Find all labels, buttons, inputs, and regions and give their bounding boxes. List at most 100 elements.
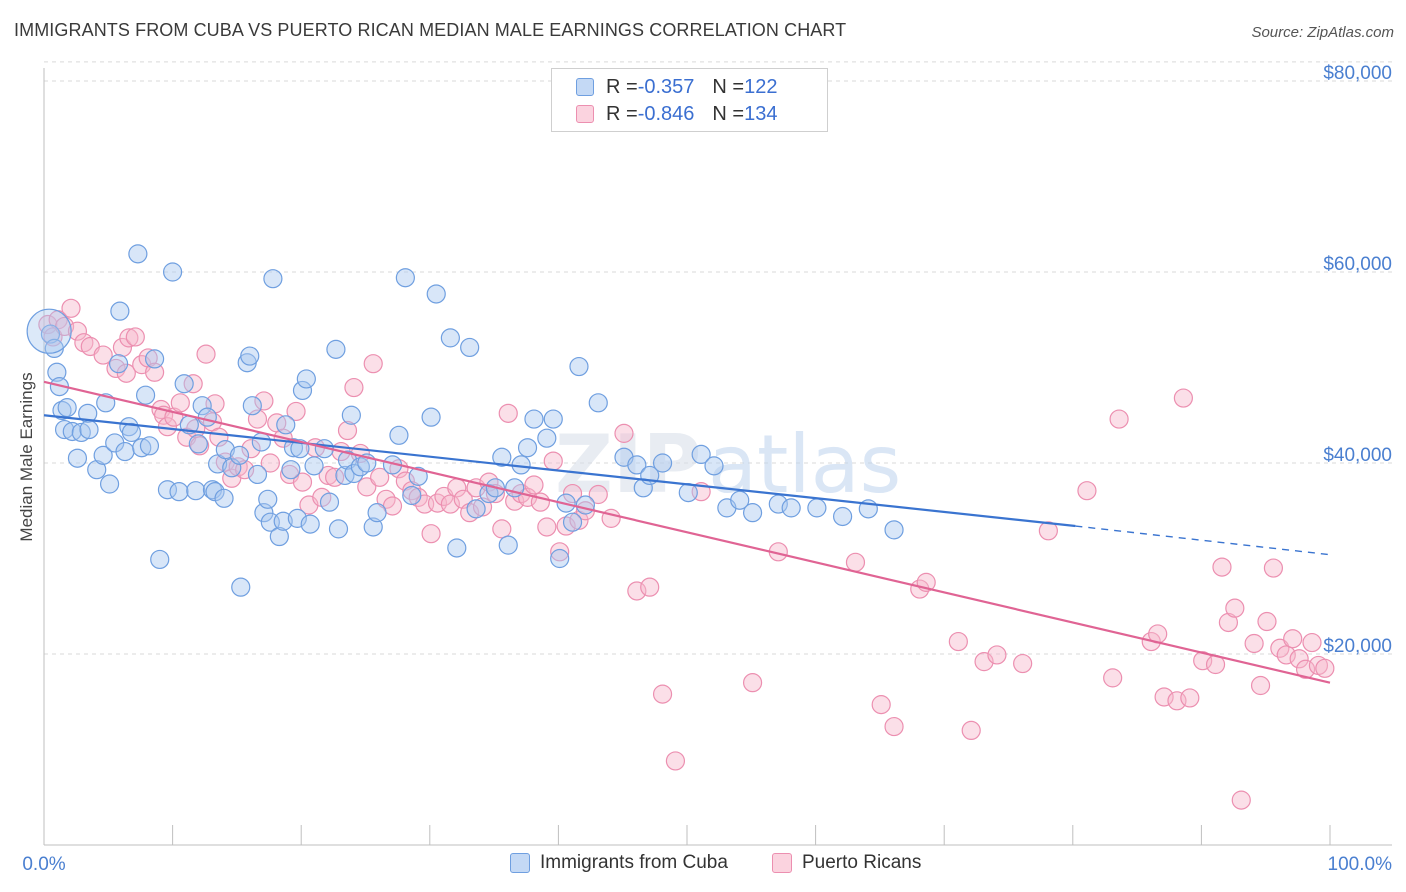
- pr-point-132: [1302, 632, 1322, 653]
- cuba-point-27: [150, 549, 170, 570]
- pr-point-117: [1193, 651, 1213, 671]
- pr-point-103: [961, 720, 981, 741]
- cuba-point-63: [300, 514, 320, 534]
- pr-point-81: [543, 451, 563, 471]
- cuba-point-71: [341, 405, 361, 425]
- series-legend: Immigrants from Cuba Puerto Ricans: [0, 852, 1406, 878]
- legend-r-value-pr: -0.846: [637, 102, 695, 125]
- cuba-point-0: [40, 324, 61, 344]
- x-tick-label-min: 0.0%: [22, 854, 65, 875]
- cuba-point-47: [242, 396, 262, 416]
- cuba-point-75: [363, 517, 383, 537]
- cuba-point-26: [144, 349, 165, 369]
- series-legend-swatch-pr: [772, 853, 792, 873]
- pr-point-125: [1257, 611, 1277, 632]
- pr-point-49: [337, 420, 358, 441]
- cuba-point-44: [231, 577, 251, 597]
- pr-point-65: [440, 494, 460, 514]
- cuba-point-13: [93, 445, 113, 465]
- cuba-point-23: [132, 438, 152, 458]
- pr-point-8: [93, 345, 113, 365]
- pr-point-11: [116, 363, 136, 383]
- cuba-point-36: [197, 407, 217, 427]
- pr-point-106: [1013, 653, 1033, 674]
- pr-point-54: [370, 467, 390, 487]
- cuba-point-120: [884, 520, 904, 540]
- pr-point-34: [241, 439, 261, 459]
- cuba-point-95: [524, 409, 544, 429]
- pr-point-5: [67, 321, 88, 341]
- cuba-point-4: [52, 400, 72, 421]
- series-legend-cuba: Immigrants from Cuba: [510, 852, 728, 874]
- legend-row-pr: R = -0.846 N = 134: [576, 102, 777, 126]
- cuba-point-84: [440, 328, 460, 348]
- legend-n-value-cuba: 122: [744, 75, 778, 98]
- y-tick-label-2: $60,000: [1323, 254, 1392, 275]
- trend-lines: [43, 380, 1331, 684]
- cuba-point-66: [319, 492, 340, 512]
- legend-swatch-cuba: [576, 78, 594, 96]
- cuba-point-116: [781, 498, 801, 518]
- pr-point-124: [1250, 675, 1271, 696]
- cuba-point-113: [730, 490, 750, 510]
- cuba-point-48: [247, 464, 268, 485]
- cuba-point-101: [569, 356, 589, 377]
- cuba-point-114: [742, 503, 763, 523]
- pr-point-41: [286, 401, 306, 422]
- legend-r-label-cuba: R =: [606, 75, 638, 98]
- legend-n-label-cuba: N =: [712, 75, 745, 98]
- pr-point-98: [871, 695, 891, 715]
- series-legend-label-pr: Puerto Ricans: [802, 852, 922, 873]
- cuba-point-35: [192, 396, 212, 416]
- pr-point-123: [1244, 633, 1264, 654]
- pr-point-37: [260, 453, 280, 473]
- cuba-point-34: [188, 434, 208, 454]
- cuba-point-83: [426, 284, 446, 304]
- cuba-point-21: [121, 422, 142, 443]
- cuba-point-91: [498, 535, 518, 555]
- cuba-point-22: [128, 244, 148, 264]
- series-puerto-ricans: [38, 298, 1335, 810]
- pr-point-91: [640, 577, 660, 597]
- grid-lines: [44, 61, 1392, 655]
- cuba-point-24: [135, 385, 156, 405]
- cuba-point-41: [215, 440, 235, 460]
- trend-line-pr: [43, 380, 1331, 684]
- x-tick-label-max: 100.0%: [1328, 854, 1393, 875]
- cuba-point-62: [296, 369, 316, 389]
- pr-point-89: [614, 423, 634, 443]
- pr-point-4: [61, 298, 81, 318]
- pr-point-82: [550, 542, 570, 562]
- pr-point-16: [144, 362, 165, 382]
- cuba-point-15: [99, 474, 120, 494]
- pr-point-53: [363, 354, 383, 374]
- cuba-point-68: [328, 519, 349, 539]
- cuba-point-82: [421, 407, 441, 427]
- cuba-point-29: [163, 262, 183, 282]
- cuba-point-81: [408, 466, 428, 486]
- cuba-point-105: [627, 455, 647, 475]
- pr-point-87: [588, 484, 608, 505]
- cuba-point-103: [588, 393, 608, 413]
- cuba-point-8: [67, 448, 88, 468]
- pr-point-73: [492, 519, 512, 539]
- pr-point-36: [254, 391, 274, 411]
- pr-point-84: [562, 483, 583, 504]
- pr-point-113: [1154, 687, 1174, 707]
- cuba-point-46: [240, 346, 260, 366]
- cuba-point-55: [273, 511, 293, 531]
- y-tick-label-1: $40,000: [1323, 445, 1392, 466]
- cuba-point-17: [108, 354, 129, 374]
- cuba-point-97: [543, 409, 563, 429]
- legend-n-value-pr: 134: [744, 102, 778, 125]
- chart-title: IMMIGRANTS FROM CUBA VS PUERTO RICAN MED…: [14, 20, 847, 40]
- cuba-point-87: [466, 499, 486, 519]
- cuba-point-61: [292, 380, 313, 401]
- pr-point-12: [119, 328, 139, 348]
- axes: [43, 68, 1392, 846]
- pr-point-120: [1218, 612, 1239, 633]
- pr-point-10: [112, 337, 133, 358]
- pr-point-78: [524, 475, 544, 495]
- pr-point-42: [292, 472, 313, 492]
